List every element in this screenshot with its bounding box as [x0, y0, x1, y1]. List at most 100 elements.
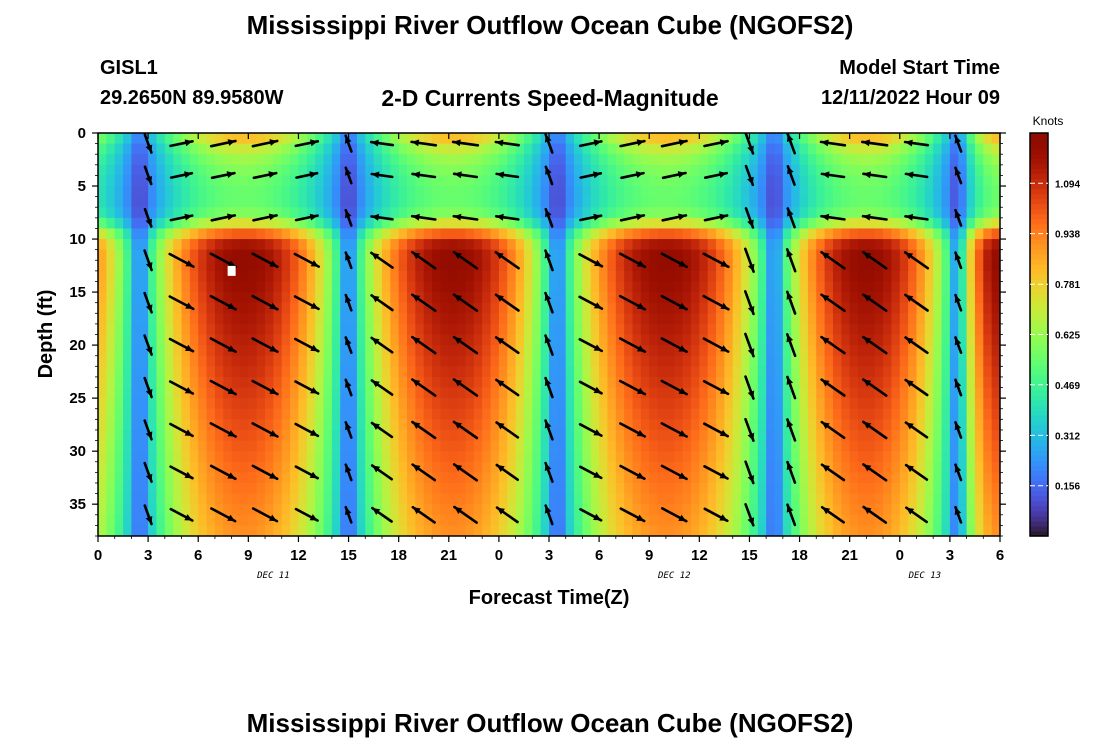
- heatmap-cell: [315, 239, 325, 251]
- heatmap-cell: [214, 355, 224, 367]
- heatmap-cell: [858, 249, 867, 261]
- heatmap-cell: [482, 355, 492, 367]
- heatmap-cell: [231, 525, 241, 536]
- heatmap-cell: [557, 239, 567, 251]
- heatmap-cell: [724, 228, 734, 240]
- heatmap-cell: [690, 196, 700, 208]
- heatmap-cell: [340, 217, 350, 230]
- heatmap-cell: [348, 482, 358, 495]
- heatmap-cell: [974, 334, 984, 346]
- heatmap-cell: [448, 387, 458, 399]
- heatmap-cell: [390, 472, 400, 484]
- heatmap-cell: [640, 366, 650, 378]
- heatmap-cell: [331, 302, 341, 314]
- heatmap-cell: [256, 154, 266, 166]
- heatmap-cell: [816, 281, 826, 293]
- heatmap-cell: [189, 228, 199, 240]
- heatmap-cell: [791, 419, 801, 431]
- heatmap-cell: [557, 292, 567, 304]
- heatmap-cell: [849, 472, 859, 484]
- heatmap-cell: [682, 440, 692, 452]
- heatmap-cell: [381, 196, 391, 208]
- heatmap-cell: [323, 440, 333, 452]
- current-vector: [344, 166, 353, 185]
- vector-arrowhead: [269, 430, 278, 437]
- heatmap-cell: [131, 461, 141, 473]
- heatmap-cell: [498, 292, 508, 304]
- heatmap-cell: [231, 154, 241, 166]
- heatmap-cell: [540, 419, 550, 431]
- heatmap-cell: [632, 260, 642, 272]
- heatmap-cell: [949, 366, 959, 378]
- heatmap-cell: [523, 504, 533, 516]
- colorbar-segment: [1030, 520, 1048, 527]
- heatmap-cell: [849, 228, 859, 240]
- heatmap-cell: [983, 387, 993, 399]
- heatmap-cell: [457, 154, 467, 166]
- heatmap-cell: [791, 376, 801, 389]
- heatmap-cell: [749, 440, 759, 452]
- heatmap-cell: [574, 260, 584, 272]
- heatmap-cell: [991, 239, 1000, 251]
- heatmap-cell: [874, 239, 884, 251]
- heatmap-cell: [916, 154, 926, 166]
- heatmap-cell: [632, 461, 642, 473]
- current-vector: [954, 251, 963, 270]
- heatmap-cell: [540, 217, 550, 230]
- vector-arrowhead: [268, 171, 277, 178]
- heatmap-cell: [924, 302, 934, 314]
- heatmap-cell: [749, 408, 759, 420]
- heatmap-cell: [448, 345, 458, 357]
- heatmap-cell: [273, 217, 283, 230]
- heatmap-cell: [156, 387, 166, 399]
- heatmap-cell: [239, 398, 249, 410]
- heatmap-cell: [532, 387, 542, 399]
- heatmap-cell: [682, 461, 692, 473]
- colorbar-segment: [1030, 460, 1048, 467]
- heatmap-cell: [574, 302, 584, 314]
- heatmap-cell: [774, 313, 784, 325]
- heatmap-cell: [198, 239, 208, 251]
- current-vector: [744, 207, 755, 229]
- current-vector: [168, 252, 195, 268]
- heatmap-cell: [482, 154, 492, 166]
- vector-arrowhead: [412, 337, 421, 345]
- vector-arrowhead: [821, 337, 830, 345]
- heatmap-cell: [941, 154, 951, 166]
- heatmap-cell: [916, 228, 926, 240]
- heatmap-cell: [189, 387, 199, 399]
- heatmap-cell: [799, 260, 809, 272]
- heatmap-cell: [958, 154, 968, 166]
- heatmap-cell: [423, 207, 433, 219]
- heatmap-cell: [490, 143, 500, 155]
- heatmap-cell: [757, 440, 767, 452]
- heatmap-cell: [707, 292, 717, 304]
- heatmap-cell: [832, 451, 842, 463]
- heatmap-cell: [523, 133, 533, 145]
- vector-arrowhead: [720, 387, 728, 394]
- heatmap-cell: [148, 249, 158, 261]
- heatmap-cell: [707, 164, 717, 177]
- heatmap-cell: [891, 472, 901, 484]
- vector-arrowhead: [412, 294, 421, 302]
- heatmap-cell: [974, 164, 984, 177]
- heatmap-cell: [131, 281, 141, 293]
- heatmap-cell: [640, 239, 650, 251]
- current-vector: [452, 213, 479, 221]
- heatmap-cell: [198, 143, 208, 155]
- heatmap-cell: [724, 292, 734, 304]
- heatmap-cell: [532, 376, 542, 389]
- heatmap-cell: [599, 323, 609, 336]
- vector-arrowhead: [787, 166, 794, 175]
- heatmap-cell: [231, 175, 241, 187]
- heatmap-cell: [532, 292, 542, 304]
- heatmap-cell: [916, 429, 926, 442]
- heatmap-cell: [189, 270, 199, 283]
- heatmap-cell: [966, 281, 976, 293]
- heatmap-cell: [590, 164, 600, 177]
- heatmap-cell: [716, 398, 725, 410]
- heatmap-cell: [340, 154, 350, 166]
- heatmap-cell: [974, 398, 984, 410]
- heatmap-cell: [231, 493, 241, 505]
- heatmap-cell: [741, 175, 751, 187]
